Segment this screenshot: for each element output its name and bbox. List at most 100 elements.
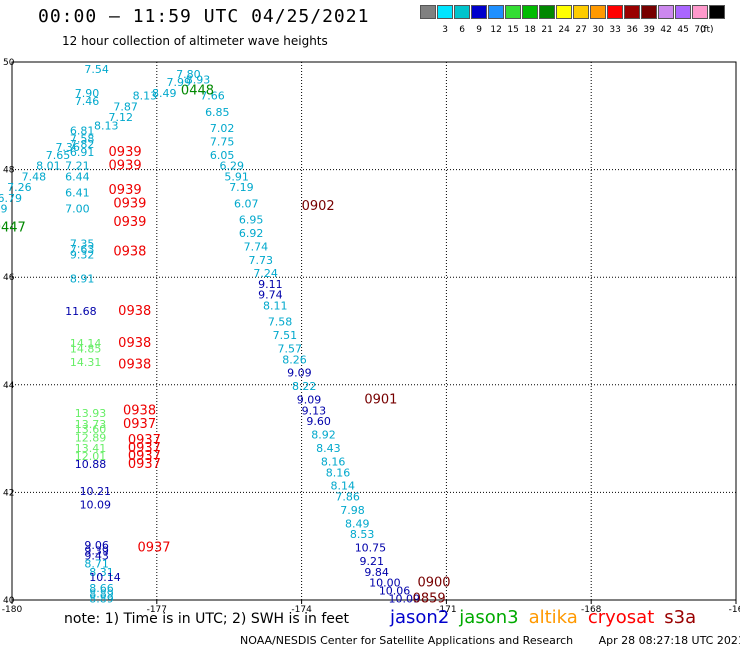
satellite-s3a: s3a: [664, 607, 697, 628]
wave-height-label: 13.41: [75, 442, 107, 455]
wave-height-label: 11.68: [65, 305, 97, 318]
wave-height-label: 7.24: [253, 267, 277, 280]
pass-time-label: 0937: [128, 433, 161, 448]
legend-label: 45: [677, 25, 689, 35]
wave-height-label: 9.60: [306, 415, 331, 428]
wave-height-label: 6.85: [205, 106, 230, 119]
legend-label: 9: [476, 25, 482, 35]
wave-height-label: 6.07: [234, 197, 259, 210]
wave-height-label: 8.11: [263, 299, 288, 312]
legend-label: 70: [694, 25, 706, 35]
pass-time-label: 0447: [0, 220, 26, 235]
wave-height-label: 9.21: [360, 555, 385, 568]
wave-height-label: 9.09: [287, 367, 312, 380]
wave-height-label: 8.13: [94, 119, 119, 132]
satellite-jason2: jason2: [390, 607, 450, 628]
wave-height-label: 13.73: [75, 418, 107, 431]
wave-height-label: 9.06: [84, 539, 109, 552]
wave-height-label: 8.93: [186, 74, 211, 87]
wave-height-label: 8.31: [89, 566, 114, 579]
legend-swatch: [692, 5, 708, 19]
wave-height-label: 6.95: [239, 213, 264, 226]
satellite-legend: jason2 jason3 altika cryosat s3a: [390, 607, 706, 628]
pass-time-label: 0937: [123, 417, 156, 432]
wave-height-label: 10.88: [75, 458, 107, 471]
wave-height-label: 7.63: [70, 243, 95, 256]
legend-label: 3: [442, 25, 448, 35]
legend-label: 39: [643, 25, 655, 35]
wave-height-label: 7.65: [46, 149, 71, 162]
wave-height-label: 13.93: [75, 407, 107, 420]
pass-time-label: 0938: [118, 358, 151, 373]
lat-tick-label: 48: [3, 166, 15, 176]
legend-swatch: [505, 5, 521, 19]
wave-height-label: 14.85: [70, 343, 102, 356]
wave-height-label: 7.86: [335, 490, 360, 503]
pass-time-label: 0937: [128, 457, 161, 472]
footnote: note: 1) Time is in UTC; 2) SWH is in fe…: [64, 611, 350, 627]
pass-time-label: 0937: [137, 541, 170, 556]
legend-label: 33: [609, 25, 621, 35]
legend-swatch: [607, 5, 623, 19]
legend-swatch: [539, 5, 555, 19]
wave-height-label: 7.46: [75, 95, 100, 108]
wave-height-label: 7.00: [65, 203, 90, 216]
legend-swatch: [556, 5, 572, 19]
legend-unit: (ft): [700, 25, 714, 35]
wave-height-label: 6.92: [239, 227, 264, 240]
satellite-jason3: jason3: [459, 607, 519, 628]
wave-height-label: 10.09: [388, 593, 420, 606]
wave-height-label: 6.44: [65, 170, 90, 183]
wave-height-label: 7.19: [229, 181, 254, 194]
wave-height-label: 7.58: [268, 316, 293, 329]
wave-height-label: 10.21: [80, 485, 112, 498]
wave-height-label: 12.89: [75, 431, 107, 444]
wave-height-label: 7.66: [200, 90, 225, 103]
wave-height-label: 8.16: [321, 456, 346, 469]
lon-tick-label: -171: [436, 605, 456, 615]
wave-height-label: 8.14: [331, 480, 356, 493]
wave-height-label: 9.32: [70, 248, 95, 261]
legend-label: 27: [575, 25, 587, 35]
legend-swatch: [471, 5, 487, 19]
legend-swatch: [522, 5, 538, 19]
legend-swatch: [641, 5, 657, 19]
lon-tick-label: -180: [2, 605, 23, 615]
lat-tick-label: 42: [3, 488, 14, 498]
wave-height-label: 7.26: [7, 181, 32, 194]
legend-swatch: [590, 5, 606, 19]
legend-swatch: [437, 5, 453, 19]
pass-time-label: 0939: [113, 196, 146, 211]
wave-height-label: 13.60: [75, 423, 107, 436]
legend-label: 30: [592, 25, 604, 35]
wave-height-label: 7.21: [65, 160, 90, 173]
page-subtitle: 12 hour collection of altimeter wave hei…: [62, 34, 328, 48]
legend-label: 12: [490, 25, 502, 35]
lat-tick-label: 50: [3, 58, 15, 68]
wave-height-label: 9.74: [258, 289, 283, 302]
legend-swatch: [420, 5, 436, 19]
wave-height-label: 7.73: [249, 254, 273, 267]
wave-height-label: 7.58: [70, 133, 95, 146]
wave-height-label: 7.90: [75, 87, 100, 100]
wave-height-label: 9.39: [84, 544, 109, 557]
wave-height-label: 7.02: [210, 122, 235, 135]
wave-height-label: 8.43: [316, 442, 341, 455]
pass-time-label: 0939: [113, 215, 146, 230]
wave-height-label: 6.41: [65, 187, 90, 200]
lat-tick-label: 44: [3, 381, 15, 391]
legend-label: 18: [524, 25, 536, 35]
wave-height-label: 7.74: [244, 240, 269, 253]
wave-height-label: 8.71: [84, 558, 109, 571]
wave-height-label: 7.35: [70, 238, 95, 251]
lon-tick-label: -168: [581, 605, 602, 615]
footer: NOAA/NESDIS Center for Satellite Applica…: [240, 634, 740, 647]
wave-height-label: 12.01: [75, 450, 107, 463]
legend-swatch: [488, 5, 504, 19]
wave-height-label: 7.51: [273, 329, 298, 342]
wave-height-label: 10.14: [89, 571, 121, 584]
pass-time-label: 0938: [113, 245, 146, 260]
pass-time-label: 0938: [118, 304, 151, 319]
wave-height-label: 14.14: [70, 337, 102, 350]
